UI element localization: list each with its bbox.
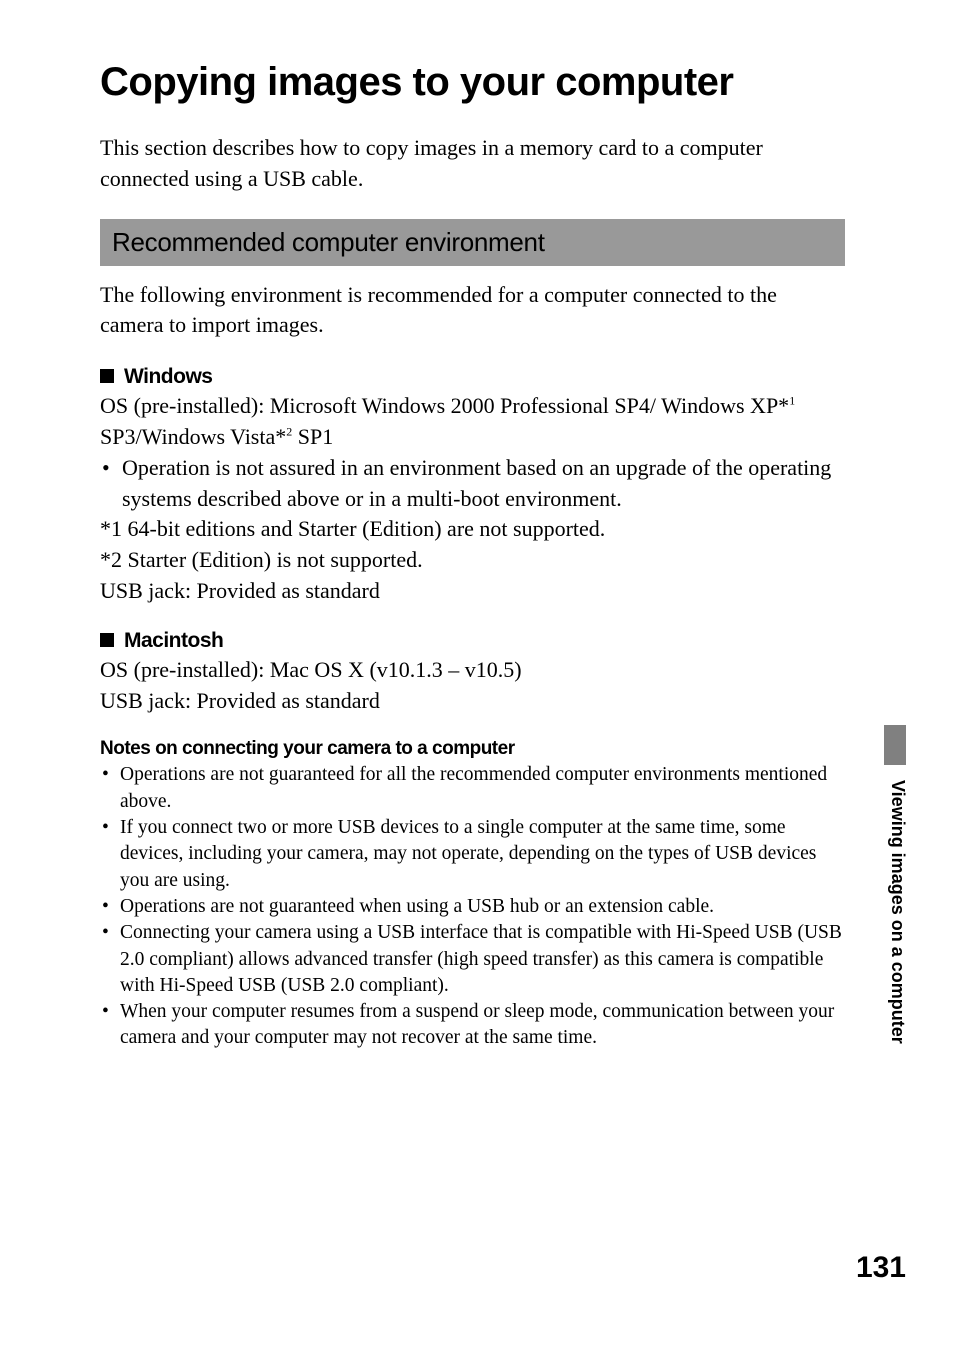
macintosh-block: Macintosh OS (pre-installed): Mac OS X (… — [100, 629, 845, 717]
page-title: Copying images to your computer — [100, 60, 845, 105]
macintosh-heading: Macintosh — [100, 629, 845, 653]
side-chapter-label: Viewing images on a computer — [887, 780, 908, 1044]
square-bullet-icon — [100, 369, 114, 383]
windows-os-part1: OS (pre-installed): Microsoft Windows 20… — [100, 393, 789, 418]
notes-heading: Notes on connecting your camera to a com… — [100, 738, 845, 760]
section-intro: The following environment is recommended… — [100, 280, 845, 342]
windows-os-part3: SP1 — [292, 424, 333, 449]
macintosh-heading-text: Macintosh — [124, 629, 223, 652]
windows-usb: USB jack: Provided as standard — [100, 576, 845, 607]
notes-item: When your computer resumes from a suspen… — [100, 999, 845, 1052]
content-column: Copying images to your computer This sec… — [100, 60, 845, 1052]
windows-os-part2: SP3/Windows Vista* — [100, 424, 286, 449]
notes-item: Connecting your camera using a USB inter… — [100, 920, 845, 999]
windows-block: Windows OS (pre-installed): Microsoft Wi… — [100, 365, 845, 607]
section-heading-bar: Recommended computer environment — [100, 219, 845, 266]
windows-bullet-1: Operation is not assured in an environme… — [100, 453, 845, 515]
windows-footnote-1: *1 64-bit editions and Starter (Edition)… — [100, 514, 845, 545]
square-bullet-icon — [100, 633, 114, 647]
intro-paragraph: This section describes how to copy image… — [100, 133, 845, 195]
document-page: Copying images to your computer This sec… — [0, 0, 954, 1345]
page-number: 131 — [856, 1251, 906, 1285]
section-heading-text: Recommended computer environment — [112, 227, 833, 258]
windows-sup1: 1 — [789, 394, 795, 408]
windows-heading-text: Windows — [124, 365, 212, 388]
windows-heading: Windows — [100, 365, 845, 389]
windows-os-line: OS (pre-installed): Microsoft Windows 20… — [100, 391, 845, 453]
notes-item: If you connect two or more USB devices t… — [100, 815, 845, 894]
side-tab-marker — [884, 725, 906, 765]
macintosh-usb: USB jack: Provided as standard — [100, 686, 845, 717]
notes-item: Operations are not guaranteed when using… — [100, 894, 845, 920]
macintosh-os: OS (pre-installed): Mac OS X (v10.1.3 – … — [100, 655, 845, 686]
windows-footnote-2: *2 Starter (Edition) is not supported. — [100, 545, 845, 576]
windows-bullets: Operation is not assured in an environme… — [100, 453, 845, 515]
notes-item: Operations are not guaranteed for all th… — [100, 762, 845, 815]
notes-list: Operations are not guaranteed for all th… — [100, 762, 845, 1051]
notes-block: Notes on connecting your camera to a com… — [100, 738, 845, 1051]
